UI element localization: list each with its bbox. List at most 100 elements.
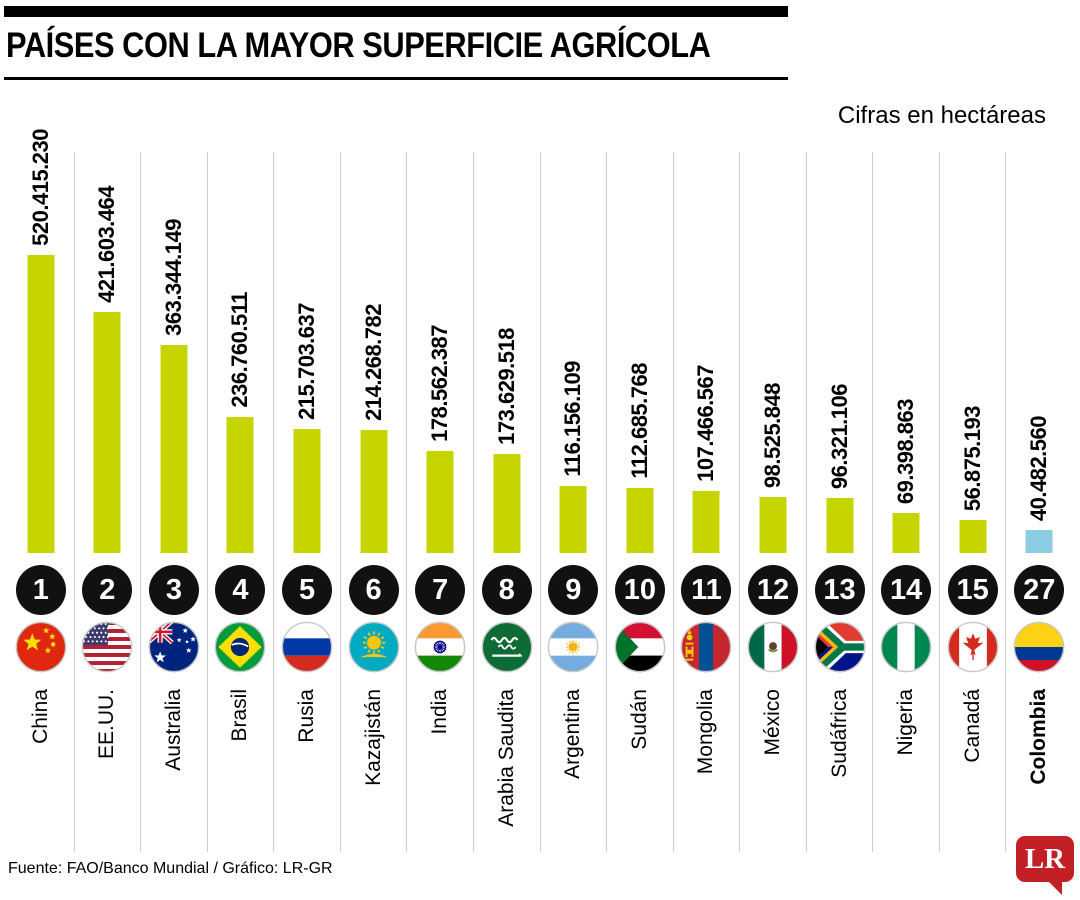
rank-badge: 4	[215, 565, 266, 615]
country-name-label: Mongolia	[694, 689, 718, 775]
rank-badge: 12	[747, 565, 798, 615]
country-column-saudi-arabia: 173.629.518 8 Arabia Saudita	[474, 152, 541, 852]
bar-chart: 520.415.230 1 China 421.603.464 2 EE.UU. 363.3…	[8, 129, 1072, 852]
bar	[226, 417, 254, 553]
bar	[559, 486, 587, 553]
country-name-label: Brasil	[228, 689, 252, 742]
flag-russia-icon	[281, 621, 333, 673]
bar-value-label: 214.268.782	[360, 304, 386, 421]
bar-value-label: 236.760.511	[227, 292, 253, 408]
country-name-label: India	[428, 689, 452, 735]
bar-value-label: 98.525.848	[759, 382, 785, 488]
country-name-label: Canadá	[960, 689, 984, 763]
bar-value-label: 96.321.106	[826, 383, 852, 489]
rank-badge: 11	[681, 565, 732, 615]
country-name-label: Australia	[161, 689, 185, 771]
country-column-colombia: 40.482.560 27 Colombia	[1006, 152, 1072, 852]
bar	[759, 497, 787, 553]
lr-logo-text: LR	[1024, 842, 1066, 875]
rank-badge: 6	[348, 565, 399, 615]
bar	[27, 255, 55, 553]
country-column-usa: 421.603.464 2 EE.UU.	[75, 152, 142, 852]
country-name-label: Sudáfrica	[827, 689, 851, 778]
bar-value-label: 363.344.149	[160, 219, 186, 336]
bar-value-label: 40.482.560	[1026, 415, 1052, 521]
country-column-russia: 215.703.637 5 Rusia	[274, 152, 341, 852]
rank-badge: 3	[148, 565, 199, 615]
rank-badge: 8	[481, 565, 532, 615]
bar	[360, 430, 388, 553]
bar	[826, 498, 854, 553]
flag-nigeria-icon	[880, 621, 932, 673]
header-accent-bar	[4, 6, 788, 17]
country-column-mongolia: 107.466.567 11 Mongolia	[674, 152, 741, 852]
flag-sudan-icon	[614, 621, 666, 673]
country-name-label: Colombia	[1027, 689, 1051, 785]
bar	[626, 488, 654, 553]
country-name-label: China	[28, 689, 52, 744]
flag-usa-icon	[81, 621, 133, 673]
flag-canada-icon	[947, 621, 999, 673]
country-column-south-africa: 96.321.106 13 Sudáfrica	[807, 152, 874, 852]
bar-value-label: 173.629.518	[493, 328, 519, 445]
source-credit: Fuente: FAO/Banco Mundial / Gráfico: LR-…	[8, 860, 333, 877]
bar	[1025, 530, 1053, 553]
country-column-kazakhstan: 214.268.782 6 Kazajistán	[341, 152, 408, 852]
flag-kazakhstan-icon	[348, 621, 400, 673]
flag-colombia-icon	[1013, 621, 1065, 673]
rank-badge: 13	[814, 565, 865, 615]
rank-badge: 15	[947, 565, 998, 615]
country-column-brazil: 236.760.511 4 Brasil	[208, 152, 275, 852]
flag-south-africa-icon	[814, 621, 866, 673]
country-name-label: EE.UU.	[95, 689, 119, 760]
rank-badge: 7	[415, 565, 466, 615]
bar-value-label: 421.603.464	[94, 186, 120, 303]
country-name-label: Sudán	[627, 689, 651, 750]
rank-badge: 10	[614, 565, 665, 615]
country-name-label: Kazajistán	[361, 689, 385, 786]
country-column-india: 178.562.387 7 India	[407, 152, 474, 852]
country-name-label: Argentina	[561, 689, 585, 779]
country-name-label: Rusia	[295, 689, 319, 743]
flag-india-icon	[414, 621, 466, 673]
bar-value-label: 107.466.567	[693, 365, 719, 482]
bar-value-label: 215.703.637	[294, 303, 320, 420]
units-note: Cifras en hectáreas	[837, 102, 1046, 129]
flag-saudi-arabia-icon	[481, 621, 533, 673]
bar-value-label: 520.415.230	[27, 129, 53, 246]
flag-mongolia-icon	[680, 621, 732, 673]
lr-logo: LR	[1016, 836, 1074, 895]
country-column-canada: 56.875.193 15 Canadá	[940, 152, 1007, 852]
country-column-china: 520.415.230 1 China	[8, 129, 75, 852]
bar	[493, 454, 521, 553]
bar	[892, 513, 920, 553]
page-title: PAÍSES CON LA MAYOR SUPERFICIE AGRÍCOLA	[6, 26, 711, 65]
country-column-sudan: 112.685.768 10 Sudán	[607, 152, 674, 852]
flag-brazil-icon	[214, 621, 266, 673]
title-underline	[4, 77, 788, 80]
rank-badge: 1	[15, 565, 66, 615]
country-name-label: Nigeria	[894, 689, 918, 756]
country-column-argentina: 116.156.109 9 Argentina	[541, 152, 608, 852]
bar	[93, 312, 121, 553]
bar	[293, 429, 321, 553]
bar	[426, 451, 454, 553]
country-column-australia: 363.344.149 3 Australia	[141, 152, 208, 852]
country-name-label: Arabia Saudita	[494, 689, 518, 827]
country-column-nigeria: 69.398.863 14 Nigeria	[873, 152, 940, 852]
bar	[959, 520, 987, 553]
rank-badge: 9	[548, 565, 599, 615]
bar	[692, 491, 720, 553]
rank-badge: 2	[82, 565, 133, 615]
country-name-label: México	[760, 689, 784, 756]
flag-argentina-icon	[547, 621, 599, 673]
bar	[160, 345, 188, 553]
bar-value-label: 69.398.863	[893, 398, 919, 504]
rank-badge: 27	[1014, 565, 1065, 615]
country-column-mexico: 98.525.848 12 México	[740, 152, 807, 852]
flag-china-icon	[15, 621, 67, 673]
rank-badge: 5	[282, 565, 333, 615]
bar-value-label: 112.685.768	[626, 363, 652, 479]
flag-australia-icon	[148, 621, 200, 673]
